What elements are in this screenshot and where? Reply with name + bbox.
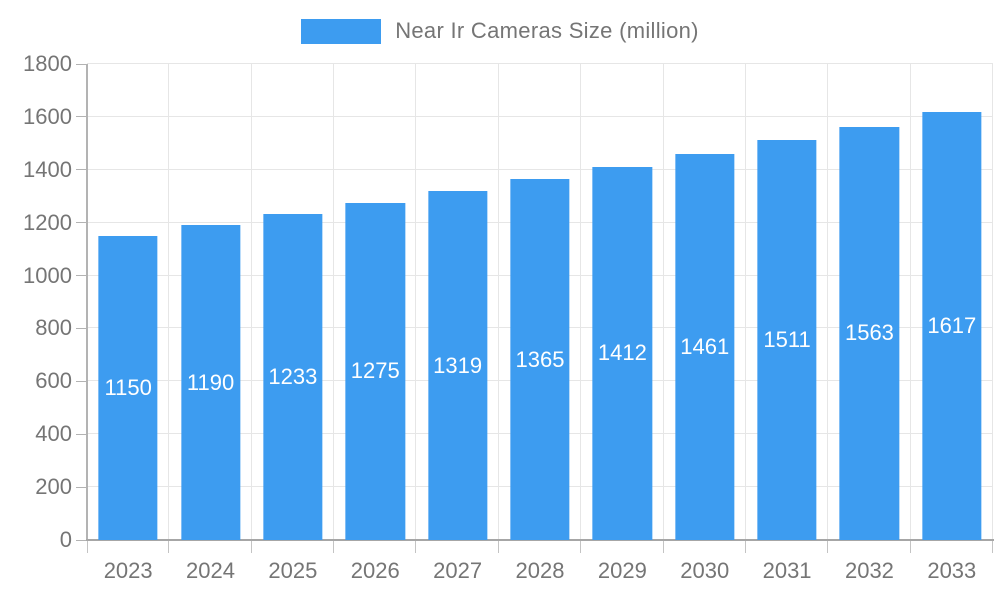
bar-value-label: 1365 (515, 346, 565, 372)
gridline-vertical (662, 64, 664, 540)
y-axis-tick-label: 1200 (23, 209, 72, 235)
bar-2026[interactable]: 1275 (345, 202, 405, 540)
y-axis-tick-label: 400 (35, 421, 72, 447)
x-axis-tick-label: 2023 (103, 558, 153, 583)
y-axis-line (86, 64, 88, 540)
bar-2028[interactable]: 1365 (510, 179, 570, 540)
x-axis-tick (827, 541, 829, 553)
x-axis-tick (662, 541, 664, 553)
y-axis-tick-label: 1800 (23, 51, 72, 76)
legend-swatch[interactable] (301, 18, 382, 44)
bar-2029[interactable]: 1412 (592, 166, 653, 540)
gridline-vertical (250, 64, 252, 540)
bar-value-label: 1275 (350, 358, 400, 384)
gridline-vertical (333, 64, 335, 540)
y-axis-tick-label: 800 (35, 315, 72, 341)
y-axis-tick (76, 380, 87, 382)
y-axis-tick-label: 600 (35, 368, 72, 394)
bar-2030[interactable]: 1461 (675, 153, 735, 540)
y-axis-tick (76, 539, 87, 541)
x-axis-tick-label: 2026 (350, 558, 400, 583)
gridline-horizontal (87, 168, 993, 170)
x-axis-tick-label: 2028 (515, 558, 565, 583)
bar-2033[interactable]: 1617 (922, 112, 982, 540)
gridline-vertical (580, 64, 582, 540)
x-axis-tick (497, 541, 499, 553)
x-axis-tick (333, 541, 335, 553)
x-axis-tick (168, 541, 170, 553)
y-axis-tick (76, 275, 87, 277)
y-axis-tick-label: 1000 (23, 262, 72, 288)
x-axis: 2023 2024 2025 2026 2027 2028 2029 2030 2031 2032… (87, 552, 993, 588)
y-axis-tick (76, 63, 87, 65)
gridline-vertical (415, 64, 417, 540)
bar-2032[interactable]: 1563 (839, 126, 900, 540)
x-axis-tick-label: 2029 (597, 558, 647, 583)
y-axis-tick (76, 169, 87, 171)
gridline-horizontal (87, 63, 993, 64)
x-axis-tick (415, 541, 417, 553)
gridline-vertical (744, 64, 746, 540)
y-axis-tick (76, 222, 87, 224)
gridline-vertical (827, 64, 829, 540)
chart-legend[interactable]: Near Ir Cameras Size (million) (0, 18, 1000, 44)
legend-label: Near Ir Cameras Size (million) (395, 18, 699, 43)
bar-2027[interactable]: 1319 (427, 191, 488, 540)
bar-value-label: 1150 (104, 374, 152, 400)
bar-value-label: 1319 (433, 352, 483, 378)
y-axis-tick-label: 1400 (23, 156, 72, 182)
y-axis-tick (76, 116, 87, 118)
y-axis-tick (76, 486, 87, 488)
x-axis-tick-label: 2027 (433, 558, 483, 583)
x-axis-tick-label: 2031 (762, 558, 812, 583)
bar-value-label: 1233 (268, 363, 318, 389)
gridline-vertical (168, 64, 170, 540)
x-axis-tick (580, 541, 582, 553)
plot-area: 1150 1190 1233 1275 1319 1365 1412 1461 1511 1563… (76, 63, 994, 553)
gridline-horizontal (87, 115, 993, 117)
y-axis: 0 200 400 600 800 1000 1200 1400 1600 1800 (0, 53, 72, 551)
x-axis-tick-label: 2025 (268, 558, 318, 583)
x-axis-tick-label: 2030 (680, 558, 730, 583)
x-axis-tick (87, 541, 88, 553)
bar-2024[interactable]: 1190 (180, 225, 241, 540)
y-axis-tick (76, 433, 87, 435)
gridline-vertical (497, 64, 499, 540)
bar-value-label: 1190 (186, 369, 235, 395)
bar-value-label: 1617 (927, 313, 977, 339)
x-axis-tick (992, 541, 993, 553)
x-axis-line (86, 539, 994, 541)
gridline-vertical (992, 64, 993, 540)
bar-2031[interactable]: 1511 (757, 140, 817, 540)
y-axis-tick-label: 0 (59, 527, 72, 552)
x-axis-tick (250, 541, 252, 553)
bar-value-label: 1563 (844, 320, 894, 346)
gridline-vertical (909, 64, 911, 540)
x-axis-tick-label: 2033 (927, 558, 977, 583)
bar-value-label: 1412 (597, 340, 647, 366)
y-axis-tick-label: 200 (35, 474, 72, 500)
bar-value-label: 1461 (680, 333, 730, 359)
bar-2025[interactable]: 1233 (263, 213, 323, 540)
x-axis-tick-label: 2032 (844, 558, 894, 583)
y-axis-tick-label: 1600 (23, 103, 72, 129)
x-axis-tick (909, 541, 911, 553)
bar-2023[interactable]: 1150 (98, 235, 158, 540)
y-axis-tick (76, 327, 87, 329)
x-axis-tick-label: 2024 (186, 558, 236, 583)
x-axis-tick (744, 541, 746, 553)
bar-value-label: 1511 (763, 327, 811, 353)
